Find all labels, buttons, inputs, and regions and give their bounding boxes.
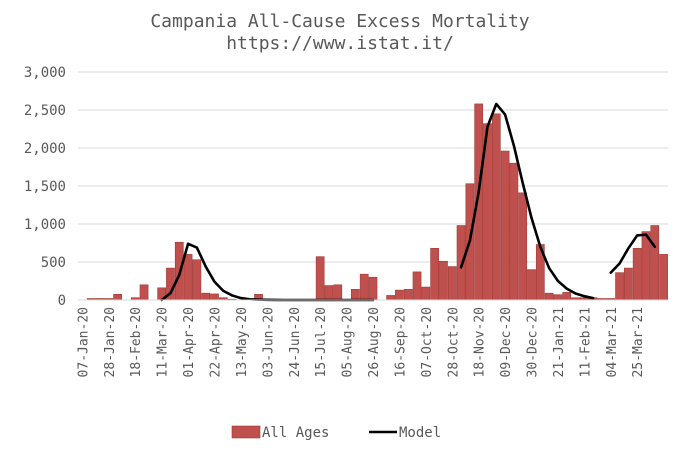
x-tick-label: 18-Feb-20 [129,307,144,377]
x-tick-label: 24-Jun-20 [288,307,303,377]
bar-all-ages [395,289,404,301]
bar-all-ages [509,162,519,301]
x-tick-label: 09-Dec-20 [499,307,514,377]
bar-all-ages [641,231,651,301]
bar-all-ages [518,192,528,301]
y-tick-label: 2,500 [24,103,66,119]
model-line [609,233,657,274]
legend: All Ages Model [231,425,441,441]
bar-all-ages [183,254,193,301]
y-tick-label: 0 [58,293,66,309]
x-tick-label: 05-Aug-20 [341,307,356,377]
x-tick-label: 25-Mar-21 [631,307,646,377]
bar-all-ages [527,269,536,301]
bar-all-ages [659,254,668,301]
gridlines [78,71,668,263]
bar-all-ages [447,266,457,301]
chart-subtitle: https://www.istat.it/ [226,33,454,54]
x-tick-label: 15-Jul-20 [314,307,329,377]
bar-all-ages [412,271,422,301]
x-tick-label: 11-Feb-21 [578,307,593,377]
bar-all-ages [421,286,431,301]
x-tick-label: 28-Oct-20 [446,307,461,377]
bar-all-ages [324,285,334,301]
x-tick-label: 07-Jan-20 [76,307,91,377]
y-tick-label: 500 [41,255,66,271]
x-tick-label: 26-Aug-20 [367,307,382,377]
bar-all-ages [491,113,501,301]
x-tick-label: 22-Apr-20 [208,307,223,377]
x-tick-label: 07-Oct-20 [420,307,435,377]
x-tick-label: 11-Mar-20 [156,307,171,377]
bar-all-ages [351,289,360,301]
bar-all-ages [439,260,448,301]
x-tick-label: 01-Apr-20 [182,307,197,377]
x-tick-label: 13-May-20 [235,307,250,377]
x-tick-label: 18-Nov-20 [473,307,488,377]
bar-all-ages [430,248,439,301]
legend-label-model: Model [399,425,441,441]
bar-all-ages [403,289,413,301]
line-series [160,102,657,302]
y-tick-label: 3,000 [24,65,66,81]
x-tick-label: 04-Mar-21 [605,307,620,377]
x-tick-label: 21-Jan-21 [552,307,567,377]
y-axis: 0 500 1,000 1,500 2,000 2,500 3,000 [24,65,66,309]
bar-all-ages [201,292,211,301]
bar-all-ages [359,273,369,301]
bar-all-ages [544,292,554,301]
bar-all-ages [624,267,633,301]
bar-all-ages [192,259,202,301]
bar-all-ages [650,225,660,301]
bar-all-ages [368,276,378,301]
x-tick-label: 16-Sep-20 [393,307,408,377]
x-tick-label: 30-Dec-20 [526,307,541,377]
bar-all-ages [210,293,219,301]
bar-all-ages [113,293,122,301]
bar-all-ages [562,292,572,301]
legend-swatch-all-ages [231,425,261,439]
legend-label-all-ages: All Ages [262,425,329,441]
bar-all-ages [386,295,395,301]
bar-all-ages [615,272,624,301]
bar-all-ages [500,150,510,301]
bar-series [86,103,668,301]
y-tick-label: 1,500 [24,179,66,195]
x-axis: 07-Jan-20 28-Jan-20 18-Feb-20 11-Mar-20 01-A… [76,307,646,377]
y-tick-label: 2,000 [24,141,66,157]
y-tick-label: 1,000 [24,217,66,233]
x-tick-label: 03-Jun-20 [261,307,276,377]
bar-all-ages [333,284,343,301]
bar-all-ages [315,256,325,301]
x-tick-label: 28-Jan-20 [103,307,118,377]
model-line [459,102,595,300]
bar-all-ages [632,248,642,301]
chart-title: Campania All-Cause Excess Mortality [150,11,529,32]
bar-all-ages [139,284,149,301]
bar-all-ages [553,294,563,301]
